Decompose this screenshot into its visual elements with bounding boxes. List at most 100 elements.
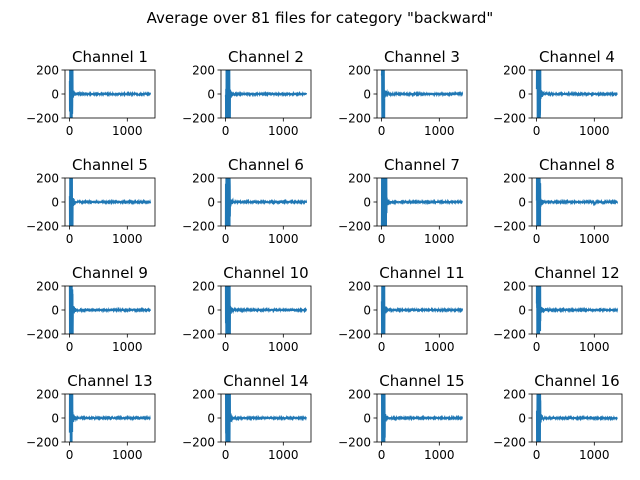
x-tick-label: 0 <box>378 124 386 138</box>
y-tick-label: −200 <box>493 327 526 341</box>
y-tick-label: 200 <box>192 171 215 185</box>
x-tick-label: 0 <box>378 448 386 462</box>
y-tick-label: 0 <box>518 87 526 101</box>
x-tick-label: 0 <box>533 448 541 462</box>
y-tick-label: −200 <box>26 435 59 449</box>
y-tick-label: 0 <box>363 195 371 209</box>
y-tick-label: 200 <box>192 63 215 77</box>
x-tick-label: 0 <box>66 340 74 354</box>
series-line <box>224 178 308 226</box>
subplot-title: Channel 15 <box>379 372 464 390</box>
subplot-9: 200 0 −200 0 1000 Channel 9 <box>26 264 156 354</box>
y-tick-label: 200 <box>503 63 526 77</box>
y-tick-label: 200 <box>503 387 526 401</box>
series-line <box>68 286 151 334</box>
y-tick-label: 0 <box>363 303 371 317</box>
subplot-12: 200 0 −200 0 1000 Channel 12 <box>493 264 623 354</box>
y-tick-label: 0 <box>363 87 371 101</box>
subplot-4: 200 0 −200 0 1000 Channel 4 <box>493 48 623 138</box>
y-tick-label: 200 <box>348 171 371 185</box>
x-tick-label: 0 <box>66 448 74 462</box>
chart-suptitle: Average over 81 files for category "back… <box>147 9 494 27</box>
subplot-1: 200 0 −200 0 1000 Channel 1 <box>26 48 156 138</box>
y-tick-label: −200 <box>182 111 215 125</box>
subplot-title: Channel 7 <box>384 156 460 174</box>
y-tick-label: 200 <box>36 63 59 77</box>
x-tick-label: 1000 <box>424 232 455 246</box>
y-tick-label: −200 <box>26 219 59 233</box>
x-tick-label: 1000 <box>112 232 143 246</box>
y-tick-label: −200 <box>493 435 526 449</box>
y-tick-label: 200 <box>503 279 526 293</box>
subplot-title: Channel 11 <box>379 264 464 282</box>
subplot-2: 200 0 −200 0 1000 Channel 2 <box>182 48 312 138</box>
y-tick-label: 0 <box>207 87 215 101</box>
y-tick-label: −200 <box>26 111 59 125</box>
y-tick-label: 0 <box>51 411 59 425</box>
subplot-title: Channel 14 <box>223 372 308 390</box>
y-tick-label: −200 <box>338 327 371 341</box>
y-tick-label: −200 <box>182 219 215 233</box>
subplot-10: 200 0 −200 0 1000 Channel 10 <box>182 264 312 354</box>
y-tick-label: 200 <box>192 387 215 401</box>
y-tick-label: −200 <box>26 327 59 341</box>
subplot-title: Channel 8 <box>539 156 615 174</box>
y-tick-label: 0 <box>51 87 59 101</box>
subplot-title: Channel 10 <box>223 264 308 282</box>
subplot-15: 200 0 −200 0 1000 Channel 15 <box>338 372 468 462</box>
series-line <box>224 394 307 442</box>
x-tick-label: 0 <box>222 448 230 462</box>
y-tick-label: 200 <box>348 279 371 293</box>
y-tick-label: −200 <box>182 327 215 341</box>
subplot-title: Channel 2 <box>228 48 304 66</box>
subplot-14: 200 0 −200 0 1000 Channel 14 <box>182 372 312 462</box>
x-tick-label: 0 <box>533 124 541 138</box>
series-line <box>68 394 151 442</box>
subplot-title: Channel 4 <box>539 48 615 66</box>
subplot-5: 200 0 −200 0 1000 Channel 5 <box>26 156 156 246</box>
x-tick-label: 1000 <box>112 340 143 354</box>
x-tick-label: 1000 <box>112 124 143 138</box>
x-tick-label: 0 <box>378 340 386 354</box>
x-tick-label: 1000 <box>579 448 610 462</box>
x-tick-label: 1000 <box>579 232 610 246</box>
subplot-13: 200 0 −200 0 1000 Channel 13 <box>26 372 156 462</box>
series-line <box>224 286 308 334</box>
y-tick-label: −200 <box>338 435 371 449</box>
y-tick-label: −200 <box>493 111 526 125</box>
y-tick-label: 0 <box>518 411 526 425</box>
series-line <box>380 286 464 334</box>
y-tick-label: 200 <box>192 279 215 293</box>
x-tick-label: 1000 <box>268 340 299 354</box>
x-tick-label: 1000 <box>424 340 455 354</box>
y-tick-label: 0 <box>51 195 59 209</box>
x-tick-label: 0 <box>66 232 74 246</box>
y-tick-label: 0 <box>363 411 371 425</box>
x-tick-label: 0 <box>222 124 230 138</box>
series-line <box>224 70 308 118</box>
x-tick-label: 1000 <box>579 340 610 354</box>
x-tick-label: 0 <box>222 232 230 246</box>
y-tick-label: 200 <box>36 171 59 185</box>
series-line <box>68 178 152 226</box>
subplot-7: 200 0 −200 0 1000 Channel 7 <box>338 156 468 246</box>
series-line <box>535 286 619 334</box>
subplot-11: 200 0 −200 0 1000 Channel 11 <box>338 264 468 354</box>
y-tick-label: 200 <box>348 63 371 77</box>
subplot-title: Channel 5 <box>72 156 148 174</box>
x-tick-label: 1000 <box>579 124 610 138</box>
x-tick-label: 1000 <box>112 448 143 462</box>
x-tick-label: 1000 <box>268 448 299 462</box>
y-tick-label: −200 <box>338 111 371 125</box>
x-tick-label: 1000 <box>424 448 455 462</box>
y-tick-label: 0 <box>207 303 215 317</box>
x-tick-label: 1000 <box>424 124 455 138</box>
y-tick-label: −200 <box>182 435 215 449</box>
subplot-16: 200 0 −200 0 1000 Channel 16 <box>493 372 623 462</box>
series-line <box>68 70 152 118</box>
series-line <box>380 70 464 118</box>
y-tick-label: 0 <box>207 195 215 209</box>
y-tick-label: 200 <box>348 387 371 401</box>
